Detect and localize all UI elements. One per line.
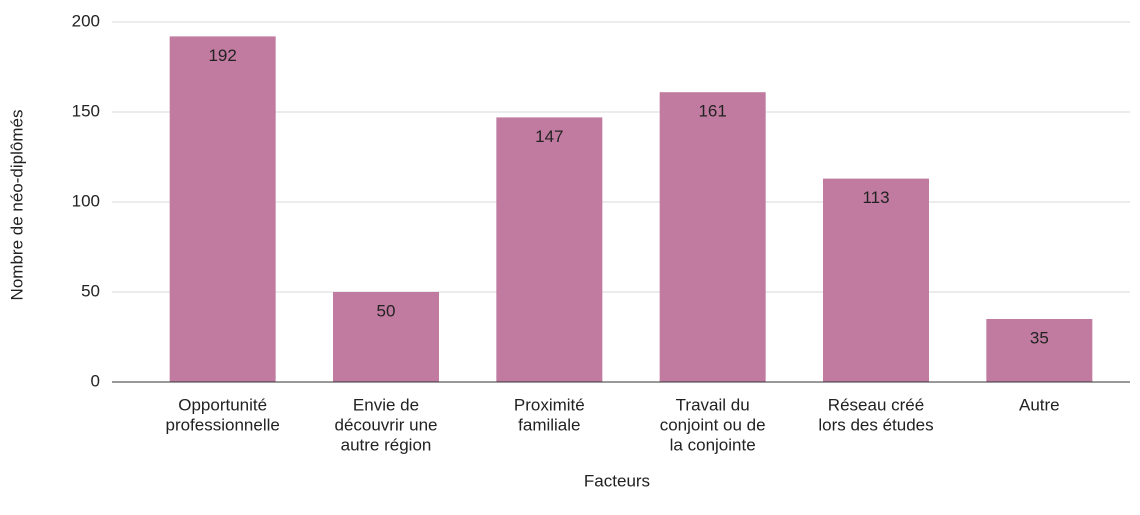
y-tick-label: 100 (72, 191, 100, 210)
x-tick-label: la conjointe (670, 435, 756, 454)
x-tick-label: Autre (1019, 395, 1060, 414)
value-label: 147 (535, 127, 563, 146)
bar (986, 319, 1093, 382)
x-tick-label: Travail du (676, 395, 750, 414)
y-tick-label: 150 (72, 101, 100, 120)
x-tick-label: familiale (518, 415, 580, 434)
x-tick-label: autre région (341, 435, 432, 454)
x-tick-label: conjoint ou de (660, 415, 766, 434)
value-label: 35 (1030, 328, 1049, 347)
x-tick-label: Opportunité (178, 395, 267, 414)
x-tick-label: découvrir une (334, 415, 437, 434)
bar (169, 36, 276, 383)
x-tick-label: lors des études (818, 415, 933, 434)
value-label: 50 (377, 301, 396, 320)
x-tick-label: Proximité (514, 395, 585, 414)
bar (333, 292, 439, 382)
bar (496, 117, 603, 383)
y-tick-label: 0 (91, 371, 100, 390)
y-tick-label: 200 (72, 11, 100, 30)
x-tick-label: Réseau créé (828, 395, 924, 414)
x-tick-label: Envie de (353, 395, 419, 414)
value-label: 113 (862, 188, 889, 207)
value-label: 161 (698, 102, 726, 121)
y-axis-title: Nombre de néo-diplômés (7, 110, 26, 301)
bar (823, 178, 929, 382)
y-tick-label: 50 (81, 281, 100, 300)
bar (659, 92, 766, 382)
value-label: 192 (208, 46, 236, 65)
x-tick-label: professionnelle (165, 415, 279, 434)
x-axis-title: Facteurs (584, 471, 650, 490)
